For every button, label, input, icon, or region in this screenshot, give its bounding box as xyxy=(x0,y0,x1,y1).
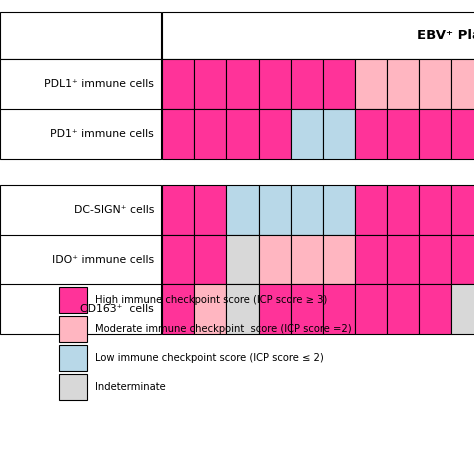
Bar xyxy=(355,235,387,284)
Bar xyxy=(291,235,323,284)
Bar xyxy=(387,284,419,334)
Text: PDL1⁺ immune cells: PDL1⁺ immune cells xyxy=(44,79,154,89)
Bar xyxy=(323,59,355,109)
Bar xyxy=(323,284,355,334)
Bar xyxy=(291,284,323,334)
Bar xyxy=(258,59,291,109)
Bar xyxy=(258,235,291,284)
Bar xyxy=(355,59,387,109)
Text: PD1⁺ immune cells: PD1⁺ immune cells xyxy=(50,129,154,139)
Bar xyxy=(162,284,194,334)
Bar xyxy=(162,185,194,235)
Bar xyxy=(194,109,227,159)
Bar xyxy=(194,185,227,235)
Text: IDO⁺ immune cells: IDO⁺ immune cells xyxy=(52,255,154,264)
Text: DC-SIGN⁺ cells: DC-SIGN⁺ cells xyxy=(73,205,154,215)
Bar xyxy=(0,59,161,159)
Bar xyxy=(323,109,355,159)
Bar xyxy=(451,185,474,235)
Bar xyxy=(227,185,258,235)
Bar xyxy=(194,59,227,109)
Bar xyxy=(227,59,258,109)
Text: Indeterminate: Indeterminate xyxy=(95,382,166,392)
Bar xyxy=(227,235,258,284)
Bar xyxy=(387,235,419,284)
Bar xyxy=(258,185,291,235)
Bar xyxy=(162,235,194,284)
Bar xyxy=(162,12,474,59)
Text: High immune checkpoint score (ICP score ≥ 3): High immune checkpoint score (ICP score … xyxy=(95,295,328,305)
Bar xyxy=(451,235,474,284)
Text: Low immune checkpoint score (ICP score ≤ 2): Low immune checkpoint score (ICP score ≤… xyxy=(95,353,324,363)
Text: CD163⁺  cells: CD163⁺ cells xyxy=(80,304,154,314)
Bar xyxy=(419,235,451,284)
Bar xyxy=(419,185,451,235)
Bar xyxy=(355,109,387,159)
Bar xyxy=(355,284,387,334)
Bar xyxy=(387,59,419,109)
Bar xyxy=(227,109,258,159)
Bar xyxy=(451,109,474,159)
Bar xyxy=(451,59,474,109)
Text: EBV⁺ Pla: EBV⁺ Pla xyxy=(417,29,474,42)
Bar xyxy=(59,287,87,313)
Bar xyxy=(162,109,194,159)
Bar xyxy=(194,284,227,334)
Bar xyxy=(258,284,291,334)
Bar xyxy=(59,374,87,400)
Bar xyxy=(59,316,87,342)
Bar xyxy=(291,109,323,159)
Bar xyxy=(387,185,419,235)
Bar xyxy=(0,185,161,334)
Bar xyxy=(291,59,323,109)
Bar xyxy=(59,345,87,371)
Bar xyxy=(451,284,474,334)
Bar xyxy=(323,235,355,284)
Text: Moderate immune checkpoint  score (ICP score =2): Moderate immune checkpoint score (ICP sc… xyxy=(95,324,352,334)
Bar xyxy=(419,284,451,334)
Bar xyxy=(227,284,258,334)
Bar xyxy=(323,185,355,235)
Bar xyxy=(387,109,419,159)
Bar xyxy=(0,12,161,59)
Bar xyxy=(291,185,323,235)
Bar xyxy=(162,59,194,109)
Bar xyxy=(355,185,387,235)
Bar xyxy=(258,109,291,159)
Bar xyxy=(194,235,227,284)
Bar xyxy=(419,109,451,159)
Bar xyxy=(419,59,451,109)
